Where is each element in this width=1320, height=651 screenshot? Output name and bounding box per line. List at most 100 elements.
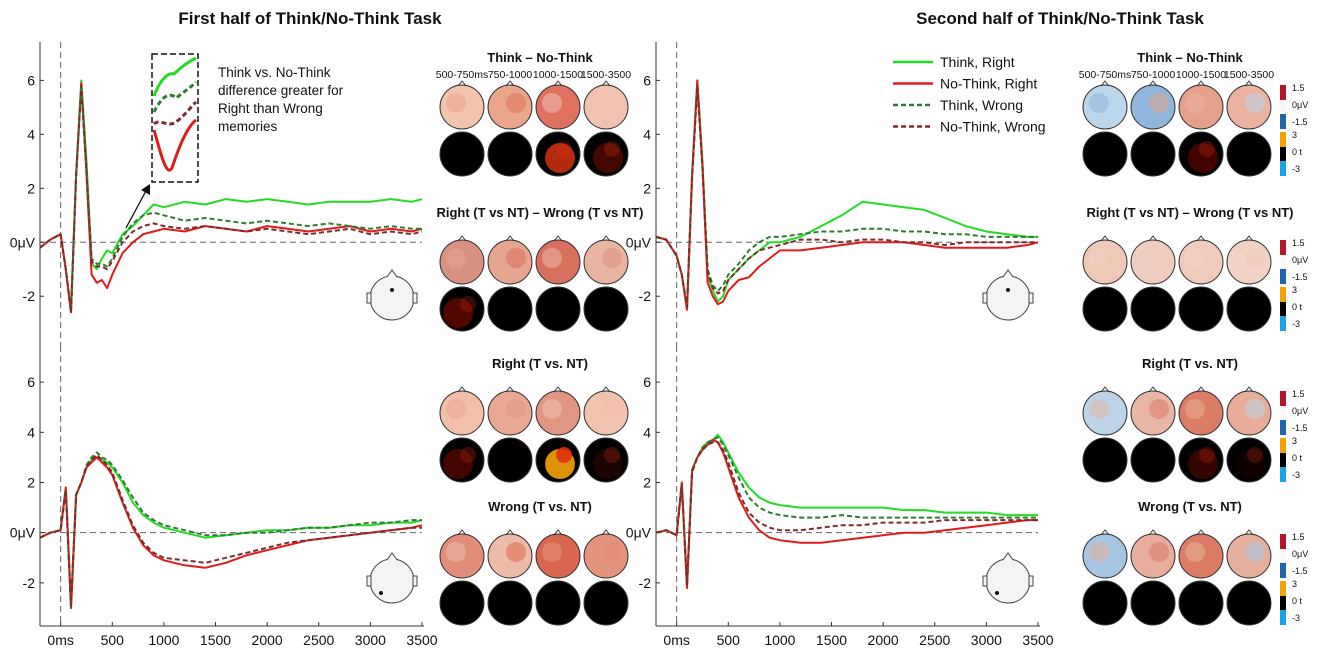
t-value-topomap <box>1226 131 1272 177</box>
series-line-no-think-wrong <box>39 84 423 314</box>
amplitude-topomap <box>1226 235 1272 285</box>
topo-section-title: Right (T vs NT) – Wrong (T vs NT) <box>436 205 643 220</box>
amplitude-colorbar: 1.5 0μV -1.5 <box>1280 532 1308 578</box>
x-tick-label: 3000 <box>355 632 386 648</box>
x-tick-label: 3000 <box>971 632 1002 648</box>
erp-panel-bottom-left: 6 4 2 0μV -2 0ms 500 1000 1500 2000 2500 3000 3500 <box>10 346 438 648</box>
annotation-arrow <box>125 188 148 229</box>
colorbar-label: 3 <box>1292 579 1297 589</box>
inset-series-line <box>152 80 198 113</box>
t-value-topomap <box>1226 437 1272 483</box>
colorbar-label: 3 <box>1292 130 1297 140</box>
topo-section-title: Wrong (T vs. NT) <box>1138 499 1242 514</box>
t-value-topomap <box>583 286 629 332</box>
t-value-topomap <box>439 580 485 626</box>
x-tick-label: 1500 <box>200 632 231 648</box>
amplitude-topomap <box>487 529 533 579</box>
y-tick-label: 4 <box>27 424 35 440</box>
topo-section-title: Right (T vs. NT) <box>492 356 588 371</box>
annotation: Think vs. No-Think difference greater fo… <box>125 65 344 229</box>
amplitude-topomap <box>1226 529 1272 579</box>
t-value-topomap <box>1226 580 1272 626</box>
series-line-think-right <box>655 433 1038 589</box>
time-window-label: 1500-3500 <box>581 69 631 81</box>
electrode-head-icon <box>366 269 418 321</box>
erp-panel-bottom-right: 6 4 2 0μV -2 0ms 500 1000 1500 2000 2500 3000 3500 <box>626 346 1054 648</box>
amplitude-topomap <box>1130 386 1176 436</box>
right-figure-title: Second half of Think/No-Think Task <box>916 9 1204 28</box>
amplitude-topomap <box>535 529 581 579</box>
amplitude-topomap <box>1082 386 1128 436</box>
series-line-no-think-wrong <box>655 84 1038 308</box>
amplitude-topomap <box>439 80 485 130</box>
colorbar-label: -1.5 <box>1292 566 1308 576</box>
legend-label: No-Think, Right <box>940 76 1037 92</box>
y-tick-label: 6 <box>27 374 35 390</box>
electrode-head-icon <box>982 269 1034 321</box>
colorbar-label: 0μV <box>1292 255 1308 265</box>
t-value-topomap <box>535 580 581 626</box>
t-value-topomap <box>1130 437 1176 483</box>
series-line-think-wrong <box>39 451 422 607</box>
amplitude-colorbar: 1.5 0μV -1.5 <box>1280 238 1308 284</box>
t-value-topomap <box>535 286 581 332</box>
topo-group-first-half: Think – No-Think 500-750ms 750-1000 1000-15… <box>436 50 644 626</box>
amplitude-topomap <box>1130 235 1176 285</box>
series-line-think-right <box>655 79 1038 311</box>
colorbar-label: 0 t <box>1292 147 1303 157</box>
series-line-no-think-right <box>655 79 1039 311</box>
colorbar-label: -1.5 <box>1292 117 1308 127</box>
amplitude-topomap <box>535 386 581 436</box>
t-value-topomap <box>583 437 629 483</box>
amplitude-topomap <box>487 386 533 436</box>
amplitude-topomap <box>583 529 629 579</box>
t-colorbar: 3 0 t -3 <box>1280 130 1303 176</box>
t-colorbar: 3 0 t -3 <box>1280 579 1303 625</box>
y-tick-label: 2 <box>27 474 35 490</box>
t-value-topomap <box>487 580 533 626</box>
legend: Think, Right No-Think, Right Think, Wrong N… <box>893 54 1046 135</box>
series-line-no-think-wrong <box>655 441 1038 587</box>
t-value-topomap <box>1178 437 1224 483</box>
amplitude-topomap <box>535 80 581 130</box>
t-value-topomap <box>1178 131 1224 177</box>
t-value-topomap <box>1130 131 1176 177</box>
colorbar-label: 1.5 <box>1292 238 1305 248</box>
colorbar-label: 0 t <box>1292 302 1303 312</box>
t-value-topomap <box>535 437 581 483</box>
series-line-no-think-wrong <box>39 453 422 607</box>
y-tick-label: 6 <box>27 72 35 88</box>
annotation-line-1: Think vs. No-Think <box>218 65 331 80</box>
x-tick-label: 2000 <box>868 632 899 648</box>
left-figure-title: First half of Think/No-Think Task <box>178 9 442 28</box>
x-tick-label: 1500 <box>816 632 847 648</box>
x-tick-label: 1000 <box>764 632 795 648</box>
x-tick-label: 0ms <box>47 632 73 648</box>
series-line-think-wrong <box>655 84 1038 308</box>
t-value-topomap <box>1130 286 1176 332</box>
y-tick-label: 0μV <box>626 525 652 541</box>
t-value-topomap <box>487 131 533 177</box>
topo-section-title: Wrong (T vs. NT) <box>488 499 592 514</box>
time-window-label: 750-1000 <box>1131 69 1176 81</box>
electrode-head-icon <box>366 552 418 604</box>
y-tick-label: 6 <box>643 374 651 390</box>
inset-series-line <box>152 56 197 97</box>
t-colorbar: 3 0 t -3 <box>1280 436 1303 482</box>
colorbar-label: 1.5 <box>1292 532 1305 542</box>
x-tick-label: 0ms <box>663 632 689 648</box>
t-value-topomap <box>487 437 533 483</box>
electrode-marker <box>1006 288 1010 292</box>
t-value-topomap <box>487 286 533 332</box>
colorbar-label: 0 t <box>1292 453 1303 463</box>
colorbar-label: 0μV <box>1292 406 1308 416</box>
t-value-topomap <box>439 286 485 332</box>
electrode-marker <box>379 591 383 595</box>
topo-group-second-half: Think – No-Think 500-750ms 750-1000 1000-15… <box>1079 50 1308 626</box>
topo-section-title: Think – No-Think <box>1137 50 1243 65</box>
amplitude-topomap <box>439 235 485 285</box>
x-tick-label: 2500 <box>919 632 950 648</box>
y-tick-label: 0μV <box>10 234 36 250</box>
